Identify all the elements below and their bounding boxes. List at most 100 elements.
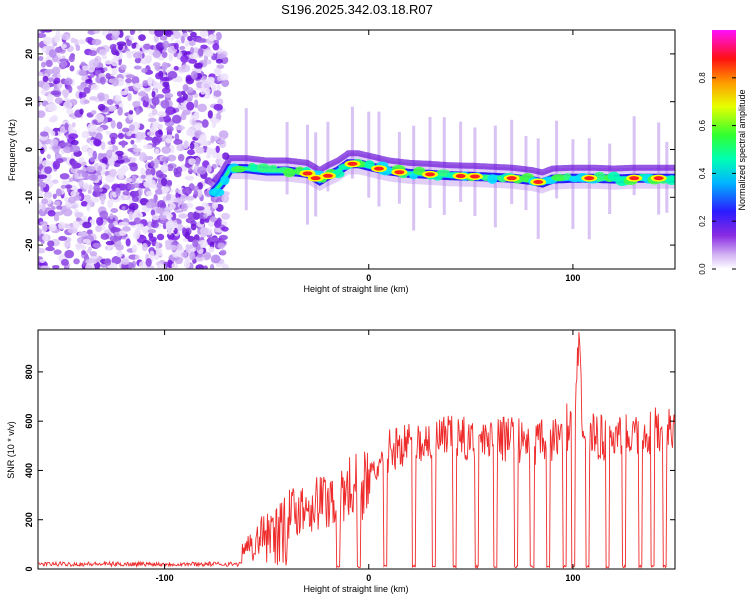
noise-speckle — [91, 38, 102, 46]
noise-speckle — [209, 237, 220, 242]
noise-speckle — [182, 93, 188, 101]
noise-speckle — [151, 90, 156, 98]
spectrogram-y-tick-label: 0 — [24, 147, 34, 152]
noise-speckle — [45, 59, 53, 68]
noise-speckle — [192, 211, 201, 220]
noise-speckle — [38, 181, 46, 188]
noise-speckle — [128, 110, 134, 115]
noise-speckle — [104, 60, 113, 65]
noise-speckle — [61, 180, 71, 185]
noise-speckle — [55, 158, 64, 164]
noise-speckle — [221, 262, 227, 269]
noise-speckle — [131, 175, 137, 184]
noise-speckle — [78, 69, 87, 77]
noise-speckle — [149, 250, 155, 259]
figure-title: S196.2025.342.03.18.R07 — [281, 2, 433, 17]
noise-speckle — [115, 51, 120, 57]
noise-speckle — [175, 125, 185, 131]
noise-speckle — [174, 133, 180, 141]
ridge-blob — [220, 175, 230, 185]
noise-speckle — [101, 153, 107, 158]
noise-speckle — [68, 177, 74, 183]
colorbar-label: Normalized spectral amplitude — [737, 89, 747, 210]
ridge-peak — [533, 180, 544, 185]
noise-speckle — [166, 134, 173, 143]
noise-speckle — [67, 196, 77, 204]
noise-speckle — [51, 144, 61, 152]
noise-speckle — [109, 43, 118, 51]
noise-speckle — [150, 167, 156, 176]
noise-speckle — [209, 216, 217, 223]
noise-speckle — [217, 217, 222, 227]
noise-speckle — [84, 265, 91, 269]
noise-speckle — [168, 53, 174, 62]
noise-speckle — [218, 130, 229, 140]
noise-speckle — [101, 156, 108, 166]
noise-speckle — [144, 136, 153, 141]
noise-speckle — [46, 45, 55, 51]
ridge-blob — [409, 172, 418, 180]
noise-speckle — [140, 59, 149, 65]
noise-speckle — [155, 241, 160, 249]
noise-speckle — [134, 254, 140, 260]
noise-speckle — [88, 174, 99, 181]
noise-speckle — [47, 103, 58, 112]
ridge-peak — [322, 173, 333, 178]
noise-speckle — [45, 246, 55, 252]
noise-speckle — [138, 34, 146, 42]
noise-speckle — [86, 249, 92, 254]
snr-series-line — [38, 332, 675, 569]
noise-speckle — [206, 147, 212, 156]
noise-speckle — [221, 79, 230, 87]
noise-speckle — [40, 61, 46, 68]
noise-speckle — [82, 221, 92, 229]
noise-speckle — [47, 240, 55, 248]
noise-speckle — [93, 183, 100, 193]
noise-speckle — [140, 174, 147, 180]
spectral-streak — [587, 138, 591, 240]
noise-speckle — [209, 264, 215, 269]
noise-speckle — [161, 51, 168, 59]
noise-speckle — [116, 121, 123, 130]
noise-speckle — [158, 123, 164, 130]
noise-speckle — [161, 146, 171, 154]
noise-speckle — [170, 34, 175, 42]
ridge-blob — [256, 163, 271, 173]
noise-speckle — [128, 124, 135, 132]
noise-speckle — [63, 196, 69, 202]
noise-speckle — [141, 68, 148, 73]
noise-speckle — [38, 33, 47, 39]
noise-speckle — [178, 213, 188, 219]
noise-speckle — [112, 221, 118, 226]
noise-speckle — [85, 259, 93, 264]
noise-speckle — [219, 249, 227, 256]
noise-speckle — [199, 30, 209, 38]
noise-speckle — [52, 193, 57, 200]
noise-speckle — [221, 226, 229, 232]
noise-speckle — [211, 83, 217, 93]
noise-speckle — [185, 176, 194, 181]
ridge-peak — [425, 172, 435, 177]
noise-speckle — [159, 35, 168, 41]
noise-speckle — [88, 49, 97, 57]
spectral-streak — [536, 138, 540, 239]
ridge-peak — [629, 176, 640, 181]
noise-speckle — [159, 77, 170, 82]
noise-speckle — [109, 168, 117, 178]
snr-y-tick-label: 800 — [24, 364, 34, 379]
noise-speckle — [67, 226, 78, 234]
noise-speckle — [143, 43, 152, 50]
noise-speckle — [100, 141, 106, 150]
noise-speckle — [93, 30, 101, 34]
noise-speckle — [163, 186, 171, 193]
noise-speckle — [38, 247, 46, 254]
noise-speckle — [93, 138, 101, 147]
noise-speckle — [89, 96, 98, 101]
noise-speckle — [38, 55, 44, 61]
noise-speckle — [92, 242, 102, 248]
noise-speckle — [103, 67, 108, 72]
noise-speckle — [90, 83, 99, 91]
noise-speckle — [147, 229, 157, 234]
noise-speckle — [50, 130, 56, 137]
